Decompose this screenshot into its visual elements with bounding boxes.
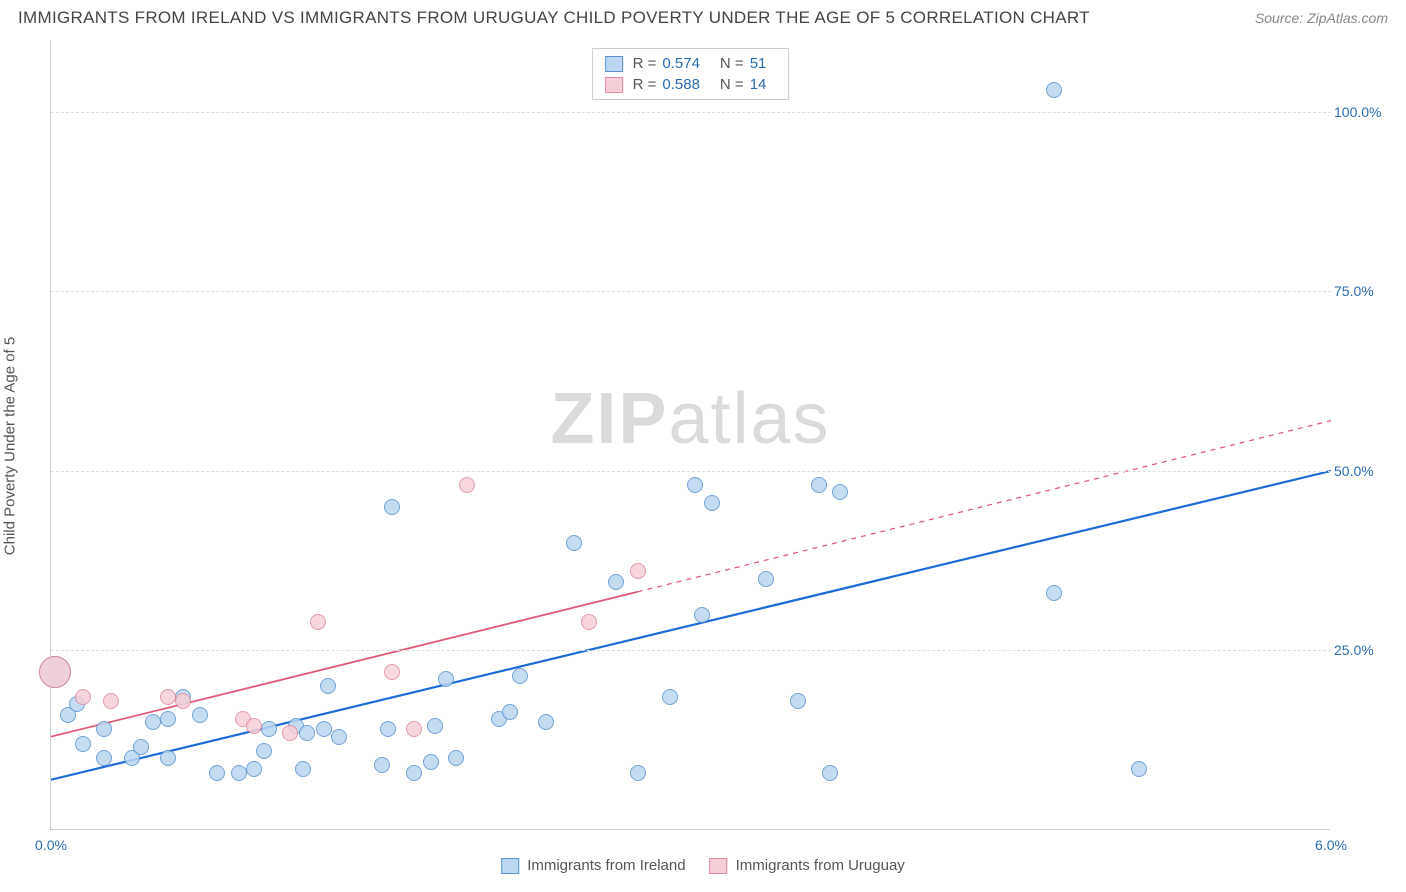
data-point [459,477,475,493]
data-point [160,711,176,727]
data-point [438,671,454,687]
source-attribution: Source: ZipAtlas.com [1255,10,1388,26]
data-point [192,707,208,723]
r-value-uruguay: 0.588 [662,76,700,93]
data-point [1131,761,1147,777]
legend-item-ireland: Immigrants from Ireland [501,857,685,874]
data-point [316,721,332,737]
data-point [96,721,112,737]
data-point [160,689,176,705]
data-point [1046,82,1062,98]
data-point [282,725,298,741]
swatch-uruguay [710,858,728,874]
data-point [133,739,149,755]
data-point [310,614,326,630]
data-point [608,574,624,590]
series-legend: Immigrants from Ireland Immigrants from … [501,857,905,874]
r-value-ireland: 0.574 [662,55,700,72]
data-point [160,750,176,766]
stats-row-ireland: R = 0.574 N = 51 [605,53,777,74]
swatch-ireland [501,858,519,874]
data-point [75,689,91,705]
data-point [427,718,443,734]
gridline-h [51,650,1331,651]
chart-title: IMMIGRANTS FROM IRELAND VS IMMIGRANTS FR… [18,8,1090,28]
y-axis-label: Child Poverty Under the Age of 5 [2,337,19,555]
data-point [246,718,262,734]
stats-row-uruguay: R = 0.588 N = 14 [605,74,777,95]
data-point [423,754,439,770]
legend-item-uruguay: Immigrants from Uruguay [710,857,905,874]
data-point [406,765,422,781]
data-point [662,689,678,705]
data-point [320,678,336,694]
ytick-label: 50.0% [1334,463,1378,479]
data-point [758,571,774,587]
data-point [175,693,191,709]
data-point [502,704,518,720]
data-point [832,484,848,500]
xtick-label: 0.0% [35,837,67,853]
data-point [538,714,554,730]
data-point [261,721,277,737]
chart-header: IMMIGRANTS FROM IRELAND VS IMMIGRANTS FR… [18,8,1388,28]
data-point [39,656,71,688]
data-point [295,761,311,777]
swatch-uruguay [605,77,623,93]
stats-legend: R = 0.574 N = 51 R = 0.588 N = 14 [592,48,790,100]
data-point [246,761,262,777]
data-point [384,664,400,680]
data-point [581,614,597,630]
swatch-ireland [605,56,623,72]
legend-label-uruguay: Immigrants from Uruguay [736,857,905,874]
n-value-ireland: 51 [750,55,767,72]
xtick-label: 6.0% [1315,837,1347,853]
r-label: R = [633,55,657,72]
legend-label-ireland: Immigrants from Ireland [527,857,685,874]
gridline-h [51,112,1331,113]
data-point [630,563,646,579]
data-point [694,607,710,623]
data-point [687,477,703,493]
data-point [256,743,272,759]
ytick-label: 100.0% [1334,104,1378,120]
ytick-label: 75.0% [1334,283,1378,299]
data-point [704,495,720,511]
n-value-uruguay: 14 [750,76,767,93]
data-point [145,714,161,730]
data-point [231,765,247,781]
data-point [299,725,315,741]
data-point [448,750,464,766]
plot-region: ZIPatlas R = 0.574 N = 51 R = 0.588 N = … [50,40,1330,830]
chart-area: ZIPatlas R = 0.574 N = 51 R = 0.588 N = … [50,40,1380,830]
r-label: R = [633,76,657,93]
n-label: N = [720,76,744,93]
data-point [822,765,838,781]
data-point [384,499,400,515]
data-point [103,693,119,709]
n-label: N = [720,55,744,72]
data-point [374,757,390,773]
gridline-h [51,291,1331,292]
gridline-h [51,471,1331,472]
data-point [811,477,827,493]
data-point [1046,585,1062,601]
watermark: ZIPatlas [550,378,830,460]
data-point [406,721,422,737]
data-point [380,721,396,737]
data-point [96,750,112,766]
data-point [209,765,225,781]
data-point [512,668,528,684]
data-point [630,765,646,781]
data-point [566,535,582,551]
data-point [331,729,347,745]
data-point [75,736,91,752]
ytick-label: 25.0% [1334,642,1378,658]
data-point [790,693,806,709]
